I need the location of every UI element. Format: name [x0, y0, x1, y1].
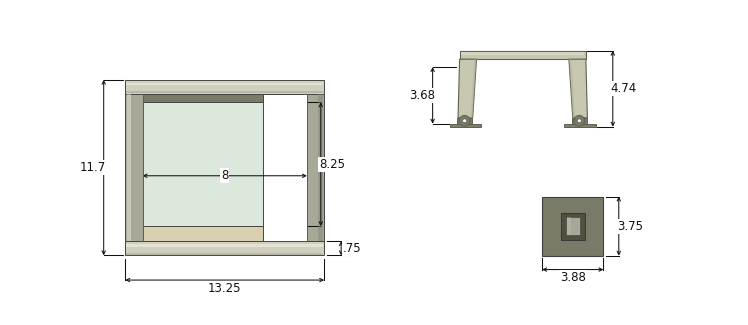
Bar — [459, 51, 586, 59]
Bar — [126, 83, 323, 85]
Bar — [457, 118, 472, 124]
Polygon shape — [458, 59, 476, 118]
Text: 3.68: 3.68 — [409, 89, 435, 102]
Polygon shape — [569, 59, 575, 118]
Polygon shape — [470, 59, 476, 118]
Text: .75: .75 — [343, 242, 361, 255]
Bar — [143, 226, 263, 241]
Bar — [143, 102, 263, 226]
Circle shape — [577, 119, 581, 123]
Bar — [125, 94, 143, 241]
Bar — [125, 80, 324, 94]
Bar — [126, 244, 323, 247]
Bar — [125, 241, 324, 255]
Bar — [307, 94, 324, 241]
Bar — [126, 91, 323, 93]
Text: 3.88: 3.88 — [560, 271, 586, 284]
Text: 8.25: 8.25 — [319, 158, 346, 171]
Bar — [143, 94, 263, 102]
Bar — [461, 52, 584, 55]
Text: 4.74: 4.74 — [610, 82, 637, 95]
Bar — [560, 213, 585, 240]
Bar — [450, 124, 481, 127]
Bar — [126, 253, 323, 255]
Circle shape — [574, 115, 585, 126]
Bar — [319, 94, 322, 241]
Text: 3.75: 3.75 — [617, 220, 643, 233]
Text: 11.7: 11.7 — [80, 161, 106, 174]
Circle shape — [459, 115, 470, 126]
Bar — [567, 217, 571, 235]
Bar — [127, 94, 131, 241]
Text: 13.25: 13.25 — [208, 282, 242, 295]
Circle shape — [463, 119, 467, 123]
Polygon shape — [569, 59, 587, 118]
Text: 8: 8 — [221, 169, 228, 182]
Bar — [564, 124, 596, 127]
Bar — [542, 197, 604, 256]
Bar — [572, 118, 586, 124]
Bar — [565, 217, 580, 235]
